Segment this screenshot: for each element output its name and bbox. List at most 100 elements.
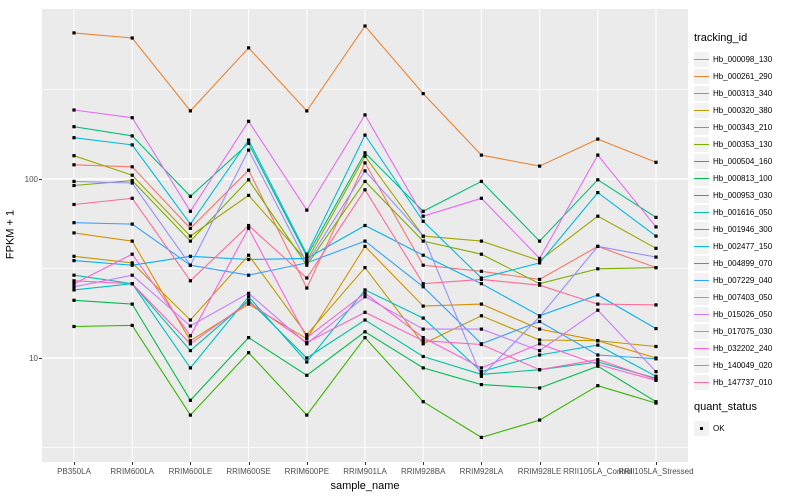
legend-item-label: Hb_000813_100 xyxy=(713,174,773,183)
legend-item: Hb_002477_150 xyxy=(694,238,798,255)
series-color-line-icon xyxy=(694,92,709,95)
data-point xyxy=(130,196,134,200)
series-color-line-icon xyxy=(694,75,709,78)
data-point xyxy=(247,257,251,262)
data-point xyxy=(538,319,542,324)
data-point xyxy=(654,225,658,229)
data-point xyxy=(188,324,192,328)
legend-item-label: Hb_000261_290 xyxy=(713,72,773,81)
data-point xyxy=(654,255,658,259)
data-point xyxy=(654,266,658,270)
legend-swatch xyxy=(694,69,709,84)
data-point xyxy=(479,269,483,273)
legend-swatch xyxy=(694,171,709,186)
data-point xyxy=(479,277,483,281)
x-tick-mark xyxy=(539,462,541,465)
data-point xyxy=(538,342,542,346)
data-point xyxy=(479,179,483,183)
data-point xyxy=(305,109,309,113)
legend-swatch xyxy=(694,358,709,373)
x-tick-label: PB350LA xyxy=(57,467,91,476)
data-point xyxy=(479,327,483,331)
x-axis-title: sample_name xyxy=(330,480,400,492)
x-tick-mark xyxy=(656,462,657,465)
series-color-line-icon xyxy=(694,313,709,316)
data-point xyxy=(130,143,134,147)
data-point xyxy=(538,277,542,281)
data-point xyxy=(247,351,251,355)
data-point xyxy=(363,295,367,299)
data-point xyxy=(421,285,425,289)
data-point xyxy=(479,342,483,347)
x-tick-label: RRIM901LA xyxy=(343,467,387,476)
legend-item-label: OK xyxy=(713,424,725,433)
data-point xyxy=(538,261,542,265)
data-point xyxy=(421,304,425,308)
data-point xyxy=(363,336,367,340)
series-color-line-icon xyxy=(694,228,709,231)
data-point xyxy=(72,231,76,235)
data-point xyxy=(247,138,251,142)
legend-item: Hb_000813_100 xyxy=(694,170,798,187)
data-point xyxy=(421,239,425,243)
data-point xyxy=(363,239,367,243)
series-color-line-icon xyxy=(694,177,709,180)
data-point xyxy=(305,286,309,290)
data-point xyxy=(596,364,600,368)
legend-item-label: Hb_147737_010 xyxy=(713,378,773,387)
data-point xyxy=(72,282,76,286)
y-axis-title: FPKM + 1 xyxy=(4,209,17,260)
series-color-line-icon xyxy=(694,279,709,282)
data-point xyxy=(363,223,367,228)
quant-status-legend: quant_status OK xyxy=(694,401,798,437)
legend-item: Hb_000313_340 xyxy=(694,85,798,102)
legend-item: Hb_000343_210 xyxy=(694,119,798,136)
data-point xyxy=(479,370,483,374)
data-point xyxy=(421,327,425,331)
data-point xyxy=(72,136,76,140)
x-tick-mark xyxy=(132,462,134,465)
y-tick-mark xyxy=(39,358,42,359)
data-point xyxy=(654,160,658,164)
legend-swatch xyxy=(694,52,709,67)
series-color-line-icon xyxy=(694,364,709,367)
legend-item-label: Hb_015026_050 xyxy=(713,310,773,319)
x-tick-mark xyxy=(365,462,366,465)
data-point xyxy=(72,108,76,112)
data-point xyxy=(130,261,134,265)
data-point xyxy=(130,165,134,169)
data-point xyxy=(421,316,425,320)
data-point xyxy=(596,339,600,343)
data-point xyxy=(188,254,192,258)
x-tick-label: RRIM600PE xyxy=(284,467,330,476)
data-point xyxy=(72,324,76,329)
x-tick-mark xyxy=(306,462,308,465)
data-point xyxy=(538,256,542,260)
data-point xyxy=(247,336,251,340)
legend-item-label: Hb_007229_040 xyxy=(713,276,773,285)
series-color-line-icon xyxy=(694,262,709,265)
data-point xyxy=(421,263,425,267)
legend-swatch xyxy=(694,222,709,237)
series-color-line-icon xyxy=(694,160,709,163)
data-point xyxy=(188,239,192,243)
data-point xyxy=(479,302,483,306)
y-tick-mark xyxy=(39,179,42,180)
x-tick-label: RRIM600LE xyxy=(168,467,213,476)
x-tick-label: RRIM600LA xyxy=(110,467,154,476)
data-point xyxy=(479,196,483,200)
data-point xyxy=(421,209,425,213)
y-tick-label: 10 xyxy=(29,353,38,363)
series-color-line-icon xyxy=(694,194,709,197)
legend-swatch xyxy=(694,86,709,101)
x-tick-label: RRIM600SE xyxy=(226,467,271,476)
legend-item-label: Hb_000343_210 xyxy=(713,123,773,132)
data-point xyxy=(538,164,542,168)
x-tick-label: RRIM928BA xyxy=(400,467,446,476)
x-tick-label: RRIM928LE xyxy=(517,467,562,476)
data-point xyxy=(596,343,600,347)
data-point xyxy=(247,253,251,257)
data-point xyxy=(188,222,192,226)
legend-item: Hb_000320_380 xyxy=(694,102,798,119)
series-color-line-icon xyxy=(694,330,709,333)
